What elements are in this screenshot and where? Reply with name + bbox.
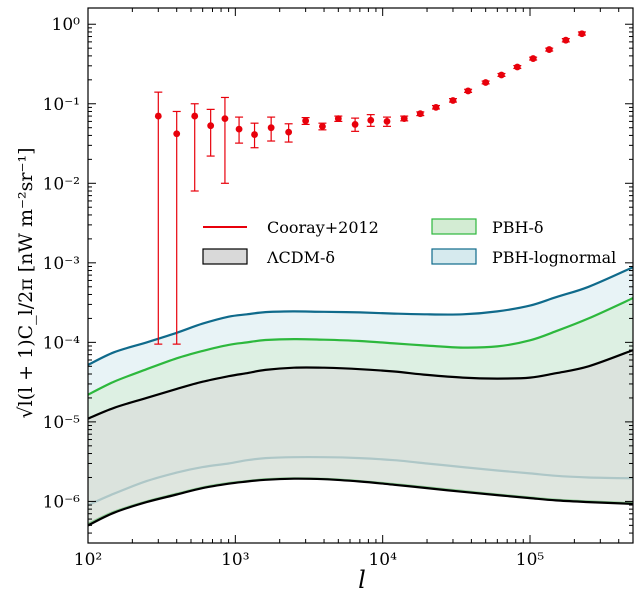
data-point [319, 122, 326, 130]
data-point [221, 115, 229, 123]
x-tick-label: 10⁴ [368, 550, 397, 570]
data-point [383, 118, 391, 125]
y-tick-label: 10⁻³ [43, 254, 80, 274]
legend: Cooray+2012 PBH-δ ΛCDM-δ PBH-lognormal [202, 218, 616, 267]
data-point [432, 104, 440, 111]
y-tick-label: 10⁻² [43, 174, 80, 194]
legend-label-cooray: Cooray+2012 [267, 218, 379, 237]
data-point [449, 97, 457, 104]
y-tick-label: 10⁻⁴ [43, 333, 81, 353]
data-point [367, 116, 375, 124]
data-point [578, 30, 586, 38]
x-tick-label: 10³ [221, 550, 249, 570]
legend-swatch-pbh-delta [431, 218, 477, 235]
data-point [334, 115, 342, 123]
data-point [545, 46, 553, 53]
legend-label-pbh-lognormal: PBH-lognormal [492, 248, 616, 267]
x-tick-label: 10⁵ [516, 550, 545, 570]
data-point [482, 79, 490, 86]
data-point [267, 124, 275, 132]
band-upper-line--cdm [88, 349, 633, 420]
data-point [351, 121, 359, 128]
axes-layer: 10² 10³ 10⁴ 10⁵ 10⁻⁶ 10⁻⁵ 10⁻⁴ 10⁻³ 10⁻² 10⁻¹ 10⁰ [43, 7, 634, 570]
data-point [235, 125, 243, 133]
data-point [513, 63, 521, 71]
legend-swatch-pbh-lognormal [431, 248, 477, 265]
data-point [173, 130, 181, 138]
data-point [207, 122, 215, 130]
data-point [562, 36, 570, 44]
data-point [191, 112, 199, 120]
data-point [464, 87, 472, 95]
y-tick-label: 10⁻⁵ [43, 413, 81, 433]
data-layer [154, 30, 586, 345]
x-axis-title: l [358, 566, 366, 594]
data-point [416, 110, 424, 118]
data-point [302, 117, 310, 125]
y-tick-label: 10⁰ [52, 15, 81, 35]
legend-label-lcdm-delta: ΛCDM-δ [266, 248, 335, 267]
bands-layer [88, 266, 633, 527]
data-point [400, 115, 408, 123]
band-upper-line-pbh [88, 297, 633, 396]
y-axis-title: √l(l + 1)C_l/2π [nW m⁻²sr⁻¹] [15, 147, 37, 418]
y-tick-label: 10⁻¹ [43, 95, 80, 115]
data-point [285, 128, 293, 136]
band-lower-line--cdm [88, 477, 633, 527]
data-point [529, 55, 537, 62]
y-tick-label: 10⁻⁶ [43, 492, 81, 512]
data-point [498, 71, 505, 79]
x-tick-label: 10² [74, 550, 102, 570]
data-point [251, 131, 258, 138]
legend-swatch-lcdm-delta [202, 248, 248, 265]
band-fill--cdm [88, 350, 633, 526]
legend-label-pbh-delta: PBH-δ [492, 218, 544, 237]
data-point [154, 112, 162, 120]
